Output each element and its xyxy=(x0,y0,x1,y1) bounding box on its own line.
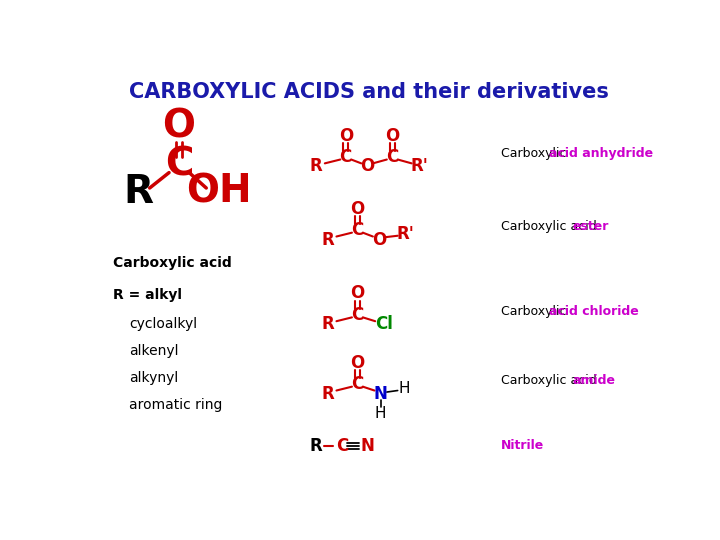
Text: O: O xyxy=(372,231,386,248)
Text: O: O xyxy=(350,285,364,302)
Text: N: N xyxy=(374,384,387,403)
Text: Carboxylic acid: Carboxylic acid xyxy=(113,256,232,270)
Text: C: C xyxy=(386,148,398,166)
Text: Carboxylic acid: Carboxylic acid xyxy=(500,374,600,387)
Text: R': R' xyxy=(397,225,415,243)
Text: Nitrile: Nitrile xyxy=(500,440,544,453)
Text: O: O xyxy=(385,127,400,145)
Text: alkenyl: alkenyl xyxy=(129,345,179,359)
Text: N: N xyxy=(361,437,374,455)
Text: acid anhydride: acid anhydride xyxy=(549,147,653,160)
Text: R': R' xyxy=(410,158,428,176)
Text: H: H xyxy=(375,406,387,421)
Text: ester: ester xyxy=(573,220,609,233)
Text: O: O xyxy=(350,354,364,372)
Text: cycloalkyl: cycloalkyl xyxy=(129,318,197,332)
Text: R: R xyxy=(310,437,323,455)
Text: Carboxylic acid: Carboxylic acid xyxy=(500,220,600,233)
Text: C: C xyxy=(165,146,194,184)
Text: O: O xyxy=(163,107,196,145)
Text: O: O xyxy=(360,158,374,176)
Text: aromatic ring: aromatic ring xyxy=(129,398,222,412)
Text: R: R xyxy=(322,231,334,248)
Text: acid chloride: acid chloride xyxy=(549,305,639,318)
Text: alkynyl: alkynyl xyxy=(129,372,178,385)
Text: C: C xyxy=(340,148,352,166)
Text: Carboxylic: Carboxylic xyxy=(500,305,570,318)
Text: O: O xyxy=(350,200,364,218)
Text: Carboxylic: Carboxylic xyxy=(500,147,570,160)
Text: R: R xyxy=(310,158,323,176)
Text: H: H xyxy=(398,381,410,396)
Text: OH: OH xyxy=(186,173,252,211)
Text: amide: amide xyxy=(573,374,616,387)
Text: R: R xyxy=(322,315,334,333)
Text: CARBOXYLIC ACIDS and their derivatives: CARBOXYLIC ACIDS and their derivatives xyxy=(129,82,609,102)
Text: O: O xyxy=(338,127,353,145)
Text: Cl: Cl xyxy=(376,315,393,333)
Text: C: C xyxy=(351,375,364,393)
Text: C: C xyxy=(351,306,364,324)
Text: R = alkyl: R = alkyl xyxy=(113,288,182,302)
Text: R: R xyxy=(322,384,334,403)
Text: C: C xyxy=(336,437,348,455)
Text: R: R xyxy=(124,173,154,211)
Text: C: C xyxy=(351,221,364,239)
